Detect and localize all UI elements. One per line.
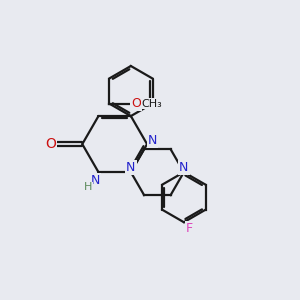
Text: F: F xyxy=(186,222,193,235)
Text: O: O xyxy=(45,137,56,151)
Text: CH₃: CH₃ xyxy=(142,98,162,109)
Text: N: N xyxy=(179,161,188,174)
Text: N: N xyxy=(91,174,100,187)
Text: N: N xyxy=(148,134,157,147)
Text: O: O xyxy=(131,97,141,110)
Text: N: N xyxy=(126,161,136,174)
Text: H: H xyxy=(84,182,92,193)
